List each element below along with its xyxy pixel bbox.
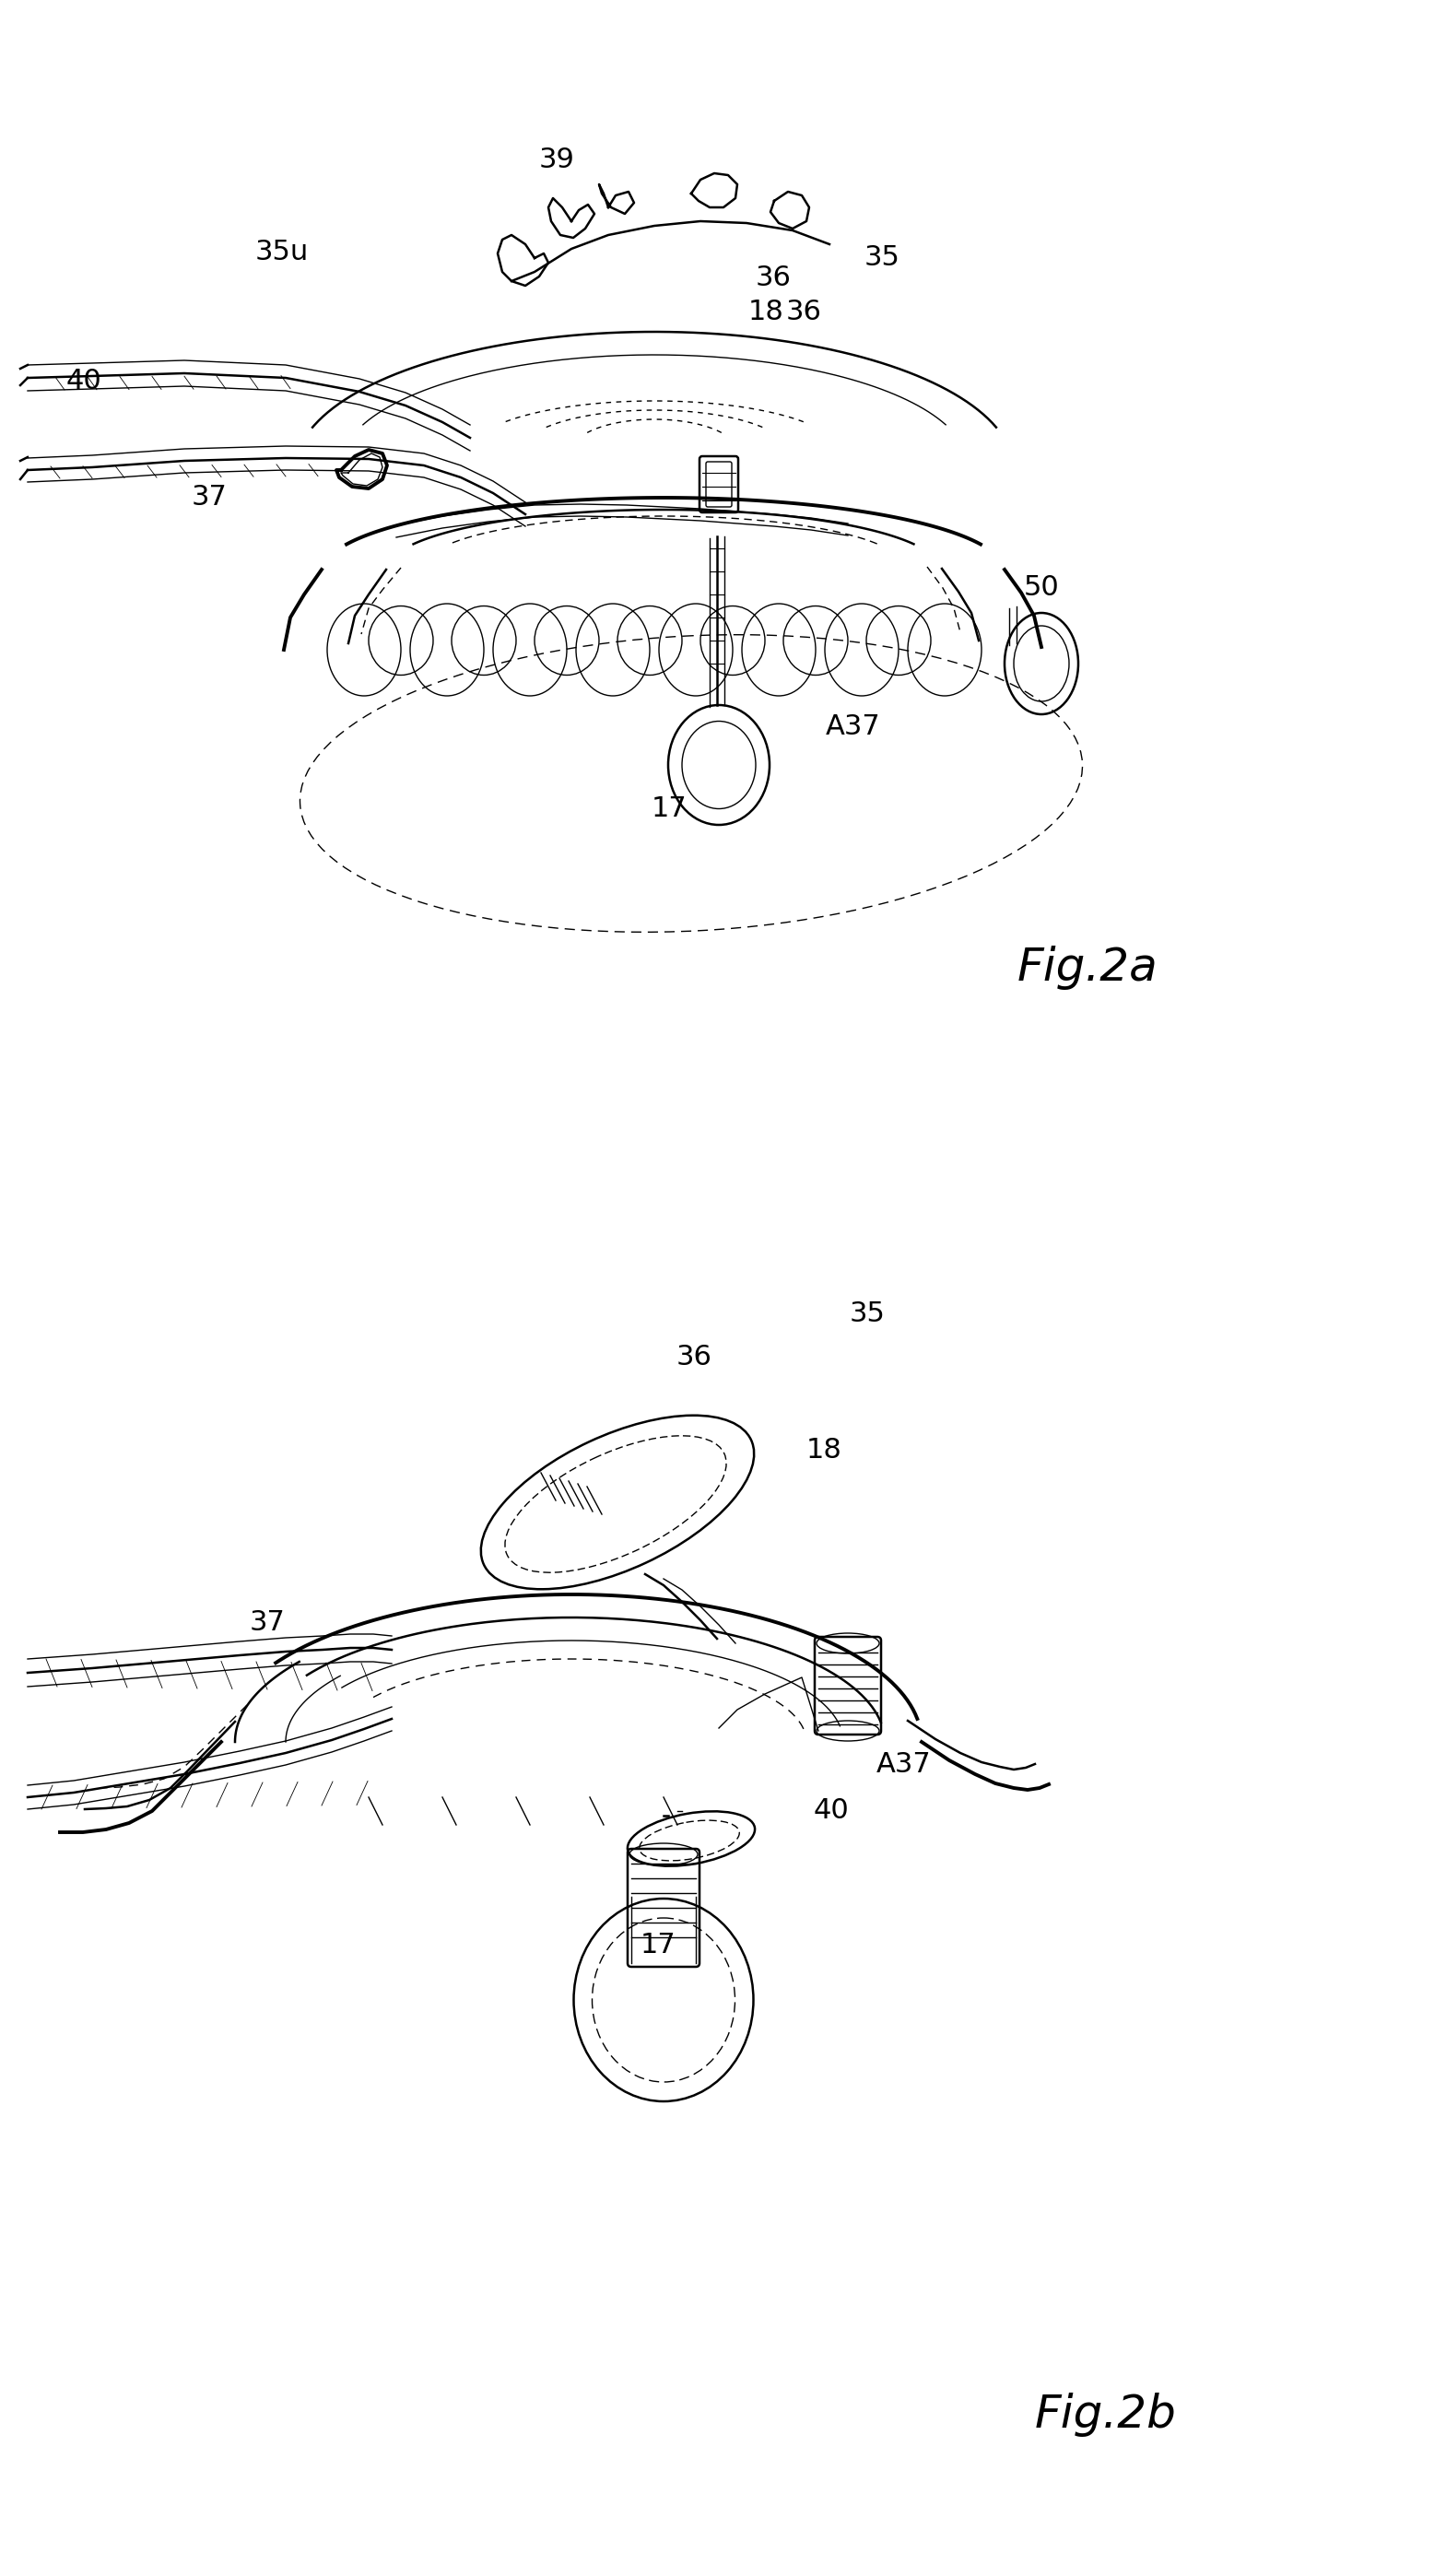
Text: 17: 17 xyxy=(652,796,687,822)
Text: 50: 50 xyxy=(1024,574,1058,600)
Text: 17: 17 xyxy=(641,1932,675,1958)
Text: 35: 35 xyxy=(865,245,899,270)
Text: 39: 39 xyxy=(539,147,574,173)
Text: 36: 36 xyxy=(677,1345,711,1370)
Text: Fig.2a: Fig.2a xyxy=(1017,945,1158,989)
Text: A37: A37 xyxy=(826,714,881,739)
Text: 18: 18 xyxy=(749,299,784,325)
Text: 35: 35 xyxy=(850,1301,885,1327)
Text: Fig.2b: Fig.2b xyxy=(1035,2393,1177,2437)
Text: 37: 37 xyxy=(192,484,227,510)
Text: 36: 36 xyxy=(756,265,791,291)
Text: A37: A37 xyxy=(876,1752,931,1777)
Text: 35u: 35u xyxy=(254,240,309,265)
Text: 18: 18 xyxy=(807,1437,842,1463)
Text: 36: 36 xyxy=(787,299,821,325)
Text: 40: 40 xyxy=(67,368,101,394)
Text: 40: 40 xyxy=(814,1798,849,1824)
Text: 37: 37 xyxy=(250,1610,285,1636)
